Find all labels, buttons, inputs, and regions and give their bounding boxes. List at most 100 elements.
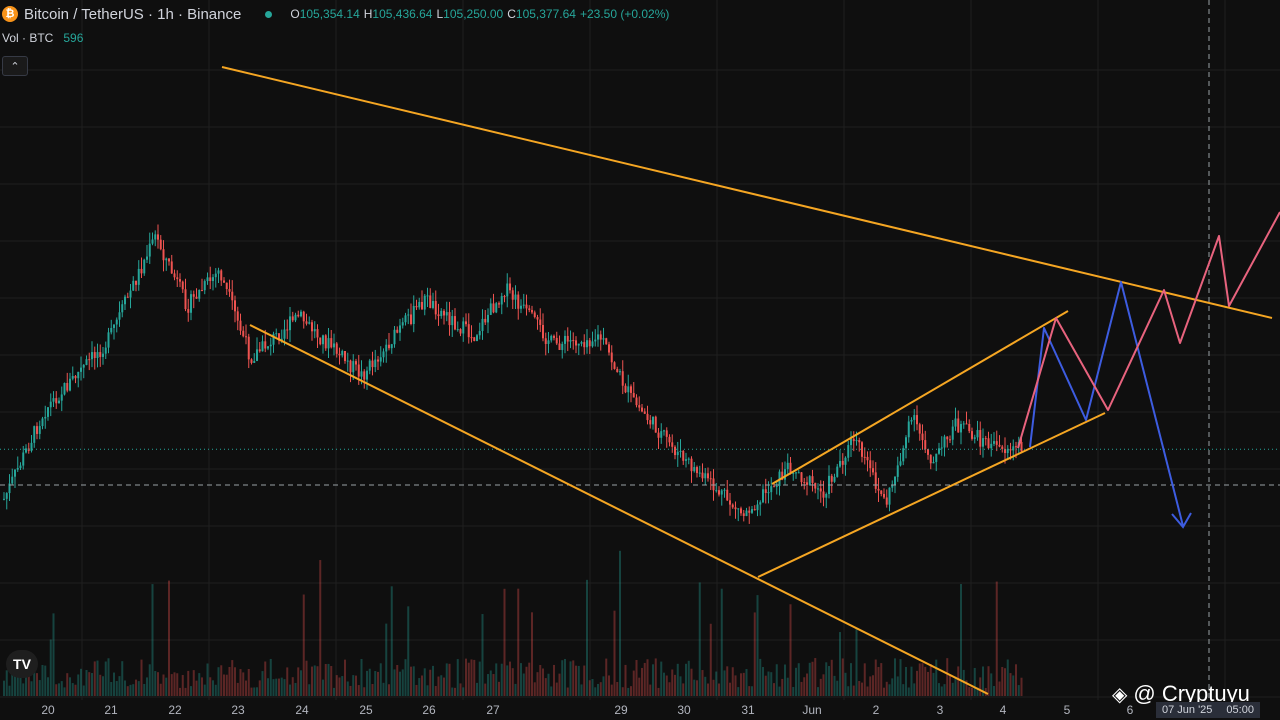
volume-bar	[261, 671, 264, 696]
candle-body	[214, 273, 217, 278]
candle-body	[855, 440, 858, 442]
volume-bar	[869, 676, 872, 696]
volume-bar	[954, 676, 957, 696]
volume-bar	[71, 683, 74, 696]
candle-body	[696, 467, 698, 474]
volume-bar	[591, 678, 594, 696]
volume-bar	[137, 681, 140, 696]
candle-body	[289, 316, 291, 331]
volume-bar	[456, 659, 459, 696]
volume-bar	[544, 678, 547, 696]
candle-body	[165, 258, 168, 261]
volume-bar	[333, 687, 335, 696]
candle-body	[759, 502, 762, 505]
candle-body	[470, 337, 473, 339]
volume-bar	[553, 664, 555, 696]
volume-bar	[781, 678, 784, 696]
candle-body	[382, 351, 385, 358]
volume-bar	[390, 586, 393, 696]
volume-bar	[8, 685, 11, 696]
candle-body	[756, 504, 759, 511]
tradingview-logo[interactable]: TV	[6, 650, 38, 678]
volume-bar	[322, 679, 324, 696]
volume-bar	[652, 664, 654, 696]
volume-bar	[773, 683, 775, 696]
candle-body	[319, 337, 322, 345]
candle-body	[374, 359, 377, 368]
volume-bar	[811, 661, 814, 696]
candle-body	[935, 453, 938, 462]
candle-body	[203, 281, 206, 291]
candle-body	[679, 450, 682, 452]
volume-bar	[335, 675, 338, 696]
candle-body	[88, 359, 91, 361]
volume-bar	[5, 670, 8, 696]
volume-bar	[451, 687, 454, 696]
volume-bar	[454, 687, 456, 696]
volume-bar	[910, 666, 913, 696]
candle-body	[982, 438, 984, 447]
candle-body	[267, 346, 269, 349]
volume-bar	[371, 683, 374, 696]
volume-bar	[550, 686, 553, 696]
candle-body	[979, 430, 982, 447]
candle-body	[316, 329, 319, 338]
volume-bar	[594, 687, 597, 696]
candle-body	[525, 304, 528, 309]
volume-bar	[283, 679, 286, 696]
candle-body	[239, 320, 242, 331]
volume-bar	[888, 684, 891, 696]
volume-bar	[118, 676, 121, 696]
candle-body	[335, 343, 338, 354]
volume-bar	[401, 669, 404, 696]
volume-bar	[393, 669, 396, 696]
volume-bar	[830, 659, 833, 696]
volume-bar	[517, 588, 520, 696]
x-tick-label: 5	[1064, 703, 1071, 717]
candle-body	[938, 448, 940, 454]
candle-body	[731, 504, 734, 508]
candle-body	[775, 486, 778, 488]
volume-bar	[272, 679, 275, 696]
volume-bar	[3, 680, 5, 696]
candle-body	[432, 301, 434, 308]
volume-bar	[448, 663, 451, 696]
volume-bar	[723, 670, 726, 696]
volume-bar	[382, 682, 385, 696]
candle-body	[357, 364, 360, 377]
candle-body	[63, 382, 66, 395]
candle-body	[110, 327, 113, 333]
volume-bar	[437, 676, 440, 696]
candle-body	[872, 468, 874, 473]
candle-body	[212, 277, 214, 282]
candle-body	[536, 317, 539, 320]
symbol-title[interactable]: Bitcoin / TetherUS · 1h · Binance	[24, 5, 242, 23]
volume-bar	[212, 680, 214, 696]
candle-body	[891, 485, 894, 488]
volume-bar	[124, 680, 126, 696]
volume-bar	[239, 669, 242, 696]
candle-body	[665, 430, 668, 437]
candle-body	[283, 329, 286, 339]
volume-bar	[187, 670, 190, 696]
volume-label[interactable]: Vol · BTC	[2, 31, 54, 45]
collapse-legend-button[interactable]: ⌃	[2, 56, 28, 76]
candle-body	[737, 508, 740, 510]
volume-bar	[165, 677, 168, 696]
candle-body	[973, 437, 976, 439]
candle-body	[971, 431, 973, 439]
candle-body	[294, 314, 297, 321]
candle-body	[44, 416, 47, 419]
candle-body	[38, 426, 41, 434]
candle-body	[544, 338, 547, 344]
volume-bar	[847, 686, 850, 696]
volume-bar	[866, 686, 869, 696]
candle-body	[687, 458, 690, 460]
volume-bar	[99, 674, 102, 696]
x-tick-label: 2	[873, 703, 880, 717]
candle-body	[701, 472, 704, 479]
candle-body	[580, 342, 583, 344]
volume-bar	[872, 675, 874, 696]
volume-bar	[473, 659, 476, 696]
